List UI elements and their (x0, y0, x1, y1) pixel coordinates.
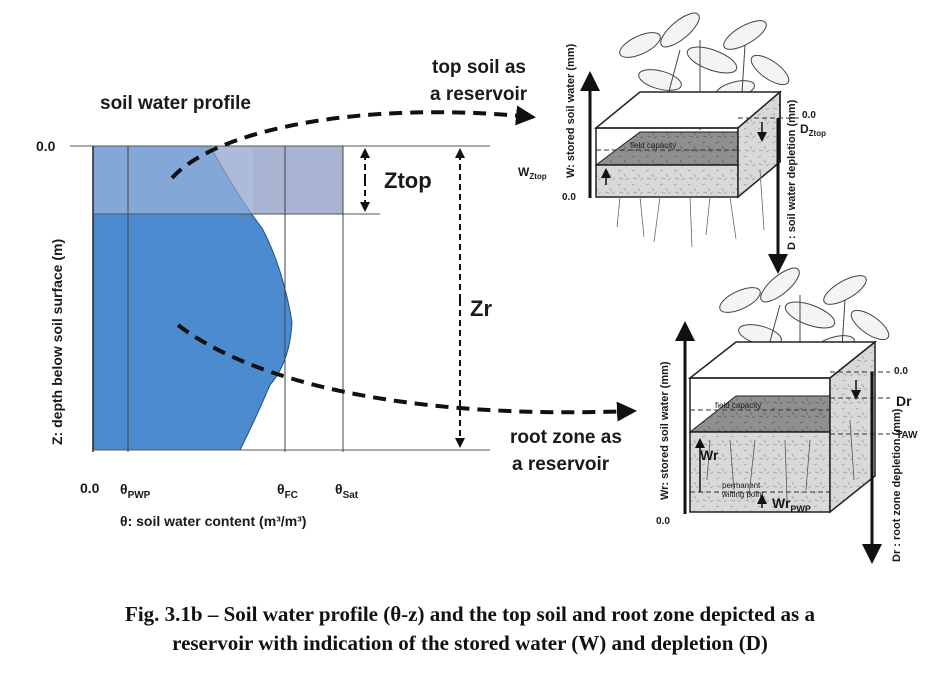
soil-water-profile: soil water profile 0.0 0.0 θPWP θFC θSat… (36, 93, 492, 529)
caption-line-2: reservoir with indication of the stored … (172, 631, 768, 655)
root-zone-reservoir: field capacity permanent wilting point W… (656, 267, 918, 564)
top-w-axis-label: W: stored soil water (mm) (565, 43, 577, 178)
theta-fc-label: θFC (277, 481, 298, 501)
top-zero-left-label: 0.0 (562, 192, 576, 203)
root-wr-label: Wr (700, 447, 719, 463)
root-wilting-point-label-2: wilting point (721, 490, 765, 499)
roots-lower (706, 419, 855, 501)
rootzone-to-reservoir-arrow (176, 323, 637, 422)
root-wilting-point-label-1: permanent (722, 481, 761, 490)
depth-zero-label: 0.0 (36, 138, 56, 154)
root-reservoir-label-1: root zone as (510, 427, 622, 448)
caption-line-1: Fig. 3.1b – Soil water profile (θ-z) and… (125, 602, 815, 626)
zr-label: Zr (470, 296, 492, 321)
root-reservoir-label-2: a reservoir (512, 454, 610, 475)
top-w-ztop-label: WZtop (518, 165, 547, 181)
root-box-side (829, 340, 876, 514)
root-d-axis-label: Dr : root zone depletion (mm) (891, 408, 903, 562)
top-field-capacity-label: field capacity (630, 141, 676, 150)
root-field-capacity-label: field capacity (715, 401, 761, 410)
root-wr-pwp-label: WrPWP (772, 495, 811, 514)
top-box-front-fill (595, 164, 739, 198)
top-d-axis-label: D : soil water depletion (mm) (786, 99, 798, 250)
figure-caption: Fig. 3.1b – Soil water profile (θ-z) and… (0, 600, 940, 658)
top-reservoir-label-1: top soil as (432, 57, 526, 78)
profile-title: soil water profile (100, 93, 251, 114)
x-axis-label: θ: soil water content (m³/m³) (120, 513, 306, 529)
top-d-ztop-label: DZtop (800, 122, 826, 138)
root-w-axis-label: Wr: stored soil water (mm) (659, 361, 671, 500)
top-reservoir-label-2: a reservoir (430, 84, 528, 105)
root-box-front-fill (689, 431, 831, 513)
root-zero-right-label: 0.0 (894, 366, 908, 377)
root-dr-label: Dr (896, 393, 912, 409)
y-axis-label: Z: depth below soil surface (m) (49, 239, 65, 445)
theta-sat-label: θSat (335, 481, 359, 501)
root-taw-label: TAW (896, 430, 918, 441)
root-zero-left-label: 0.0 (656, 516, 670, 527)
top-soil-reservoir: field capacity W: stored soil water (mm)… (518, 12, 826, 274)
theta-zero-label: 0.0 (80, 480, 100, 496)
roots-top (616, 169, 765, 248)
theta-pwp-label: θPWP (120, 481, 151, 501)
top-zero-right-label: 0.0 (802, 110, 816, 121)
ztop-label: Ztop (384, 168, 432, 193)
topsoil-overlay (93, 146, 253, 214)
topsoil-to-reservoir-arrow (170, 105, 536, 180)
